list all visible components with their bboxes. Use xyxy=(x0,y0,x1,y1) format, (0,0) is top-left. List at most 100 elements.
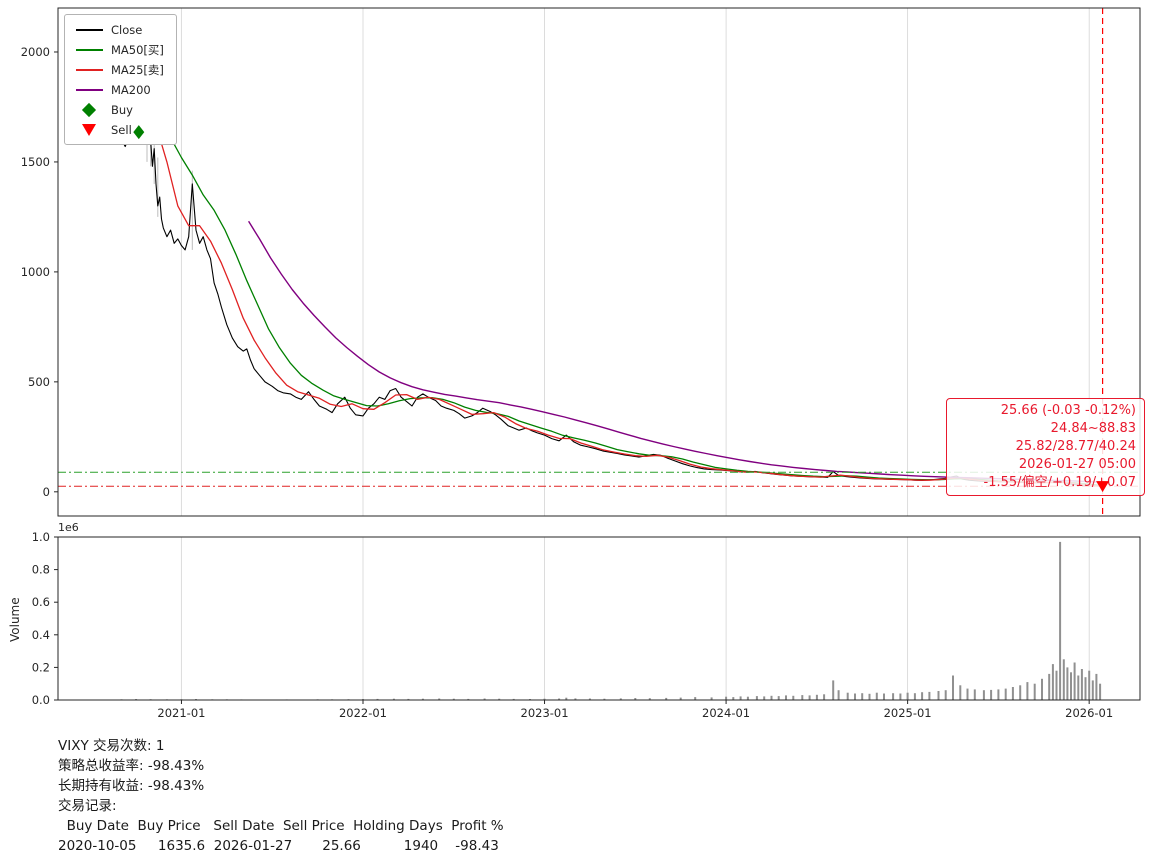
x-tick-label: 2021-01 xyxy=(157,706,205,720)
volume-bar xyxy=(973,689,976,700)
volume-bar xyxy=(777,696,780,700)
volume-bar xyxy=(558,698,561,700)
volume-bar xyxy=(498,698,501,700)
volume-bar xyxy=(832,680,835,700)
volume-bar xyxy=(1059,541,1062,700)
volume-bar xyxy=(1033,683,1036,700)
trade-table-row: 2020-10-05 1635.6 2026-01-27 25.66 1940 … xyxy=(58,838,499,854)
volume-bar xyxy=(543,698,546,700)
annotation-range: 24.84~88.83 xyxy=(1050,421,1136,436)
volume-axes-frame xyxy=(57,536,1141,701)
volume-bar xyxy=(739,696,742,700)
stats-block: VIXY 交易次数: 1 策略总收益率: -98.43% 长期持有收益: -98… xyxy=(58,736,504,856)
volume-bar xyxy=(1077,675,1080,700)
volume-bar xyxy=(1091,680,1094,700)
volume-bar xyxy=(665,697,668,700)
volume-tick-label: 0.2 xyxy=(32,660,50,674)
volume-bar xyxy=(1062,659,1065,701)
volume-tick-label: 0.4 xyxy=(32,628,50,642)
annotation-signal: -1.55/偏空/+0.19/+0.07 xyxy=(983,475,1136,490)
volume-bar xyxy=(1019,685,1022,700)
volume-bar xyxy=(1073,662,1076,700)
ma50-line-swatch xyxy=(73,48,105,51)
volume-bar xyxy=(746,696,749,700)
annotation-last-price: 25.66 (-0.03 -0.12%) xyxy=(1000,403,1136,418)
volume-bar xyxy=(966,688,969,700)
volume-bar xyxy=(937,691,940,700)
volume-bar xyxy=(1080,669,1083,700)
legend-label: MA200 xyxy=(111,82,151,97)
volume-scale-label: 1e6 xyxy=(58,521,79,534)
volume-bar xyxy=(1084,677,1087,700)
legend: Close MA50[买] MA25[卖] MA200 Buy Sell xyxy=(64,14,177,145)
legend-label: Close xyxy=(111,22,143,37)
trade-table-header: Buy Date Buy Price Sell Date Sell Price … xyxy=(58,818,504,834)
volume-bar xyxy=(861,693,864,700)
volume-bar xyxy=(574,698,577,700)
volume-bar xyxy=(1026,682,1029,700)
volume-bar xyxy=(952,675,954,700)
volume-bar xyxy=(1004,688,1007,700)
volume-bar xyxy=(921,692,924,700)
volume-bar xyxy=(438,698,441,700)
sell-triangle-icon xyxy=(73,123,105,136)
legend-label: MA50[买] xyxy=(111,42,164,57)
volume-tick-label: 0.8 xyxy=(32,563,50,577)
trade-records-label: 交易记录: xyxy=(58,798,117,814)
annotation-ma-values: 25.82/28.77/40.24 xyxy=(1015,439,1136,454)
volume-tick-label: 0.6 xyxy=(32,595,50,609)
volume-bar xyxy=(1066,667,1069,700)
strategy-return-line: 策略总收益率: -98.43% xyxy=(58,758,205,774)
y-tick-label: 2000 xyxy=(21,45,50,59)
volume-bar xyxy=(815,694,818,700)
volume-bar xyxy=(892,693,895,700)
close-line-swatch xyxy=(73,28,105,31)
volume-bar xyxy=(808,695,811,700)
volume-bar xyxy=(959,685,962,700)
volume-bar xyxy=(732,697,735,700)
volume-bar xyxy=(1095,673,1098,700)
volume-bar xyxy=(619,698,622,700)
volume-bar xyxy=(588,698,591,700)
volume-bar xyxy=(725,696,728,700)
legend-item-1: MA50[买] xyxy=(73,42,164,57)
y-tick-label: 500 xyxy=(28,375,50,389)
sell-marker-icon xyxy=(1096,481,1110,493)
volume-bar xyxy=(770,695,773,700)
trade-count-line: VIXY 交易次数: 1 xyxy=(58,738,165,754)
legend-label: Sell xyxy=(111,122,132,137)
volume-bar xyxy=(899,693,902,700)
legend-item-2: MA25[卖] xyxy=(73,62,164,77)
volume-bar xyxy=(421,698,424,700)
y-tick-label: 0 xyxy=(43,485,50,499)
legend-label: Buy xyxy=(111,102,133,117)
legend-item-4: Buy xyxy=(73,102,164,117)
volume-bar xyxy=(982,690,985,700)
price-axes-frame xyxy=(57,7,1141,517)
volume-bar xyxy=(648,698,651,700)
volume-bar xyxy=(846,692,849,700)
buy-marker-icon xyxy=(133,125,145,140)
marker-overlay xyxy=(133,125,1110,493)
volume-bar xyxy=(407,698,410,700)
volume-bar xyxy=(868,693,871,700)
volume-bar xyxy=(1011,687,1014,700)
volume-bar xyxy=(565,697,568,700)
volume-bar xyxy=(792,695,795,700)
legend-label: MA25[卖] xyxy=(111,62,164,77)
volume-tick-label: 0.0 xyxy=(32,693,50,707)
volume-bar xyxy=(694,697,697,700)
volume-bar xyxy=(928,691,931,700)
ma25-line-swatch xyxy=(73,68,105,71)
volume-bar xyxy=(1088,670,1091,700)
y-tick-label: 1500 xyxy=(21,155,50,169)
volume-bar xyxy=(392,698,395,700)
volume-bar xyxy=(603,698,606,700)
volume-bar xyxy=(801,695,804,700)
volume-bar xyxy=(997,689,1000,700)
volume-bar xyxy=(913,693,916,700)
volume-bar xyxy=(1055,670,1058,700)
volume-bar xyxy=(755,696,758,700)
ma200-line-swatch xyxy=(73,88,105,91)
